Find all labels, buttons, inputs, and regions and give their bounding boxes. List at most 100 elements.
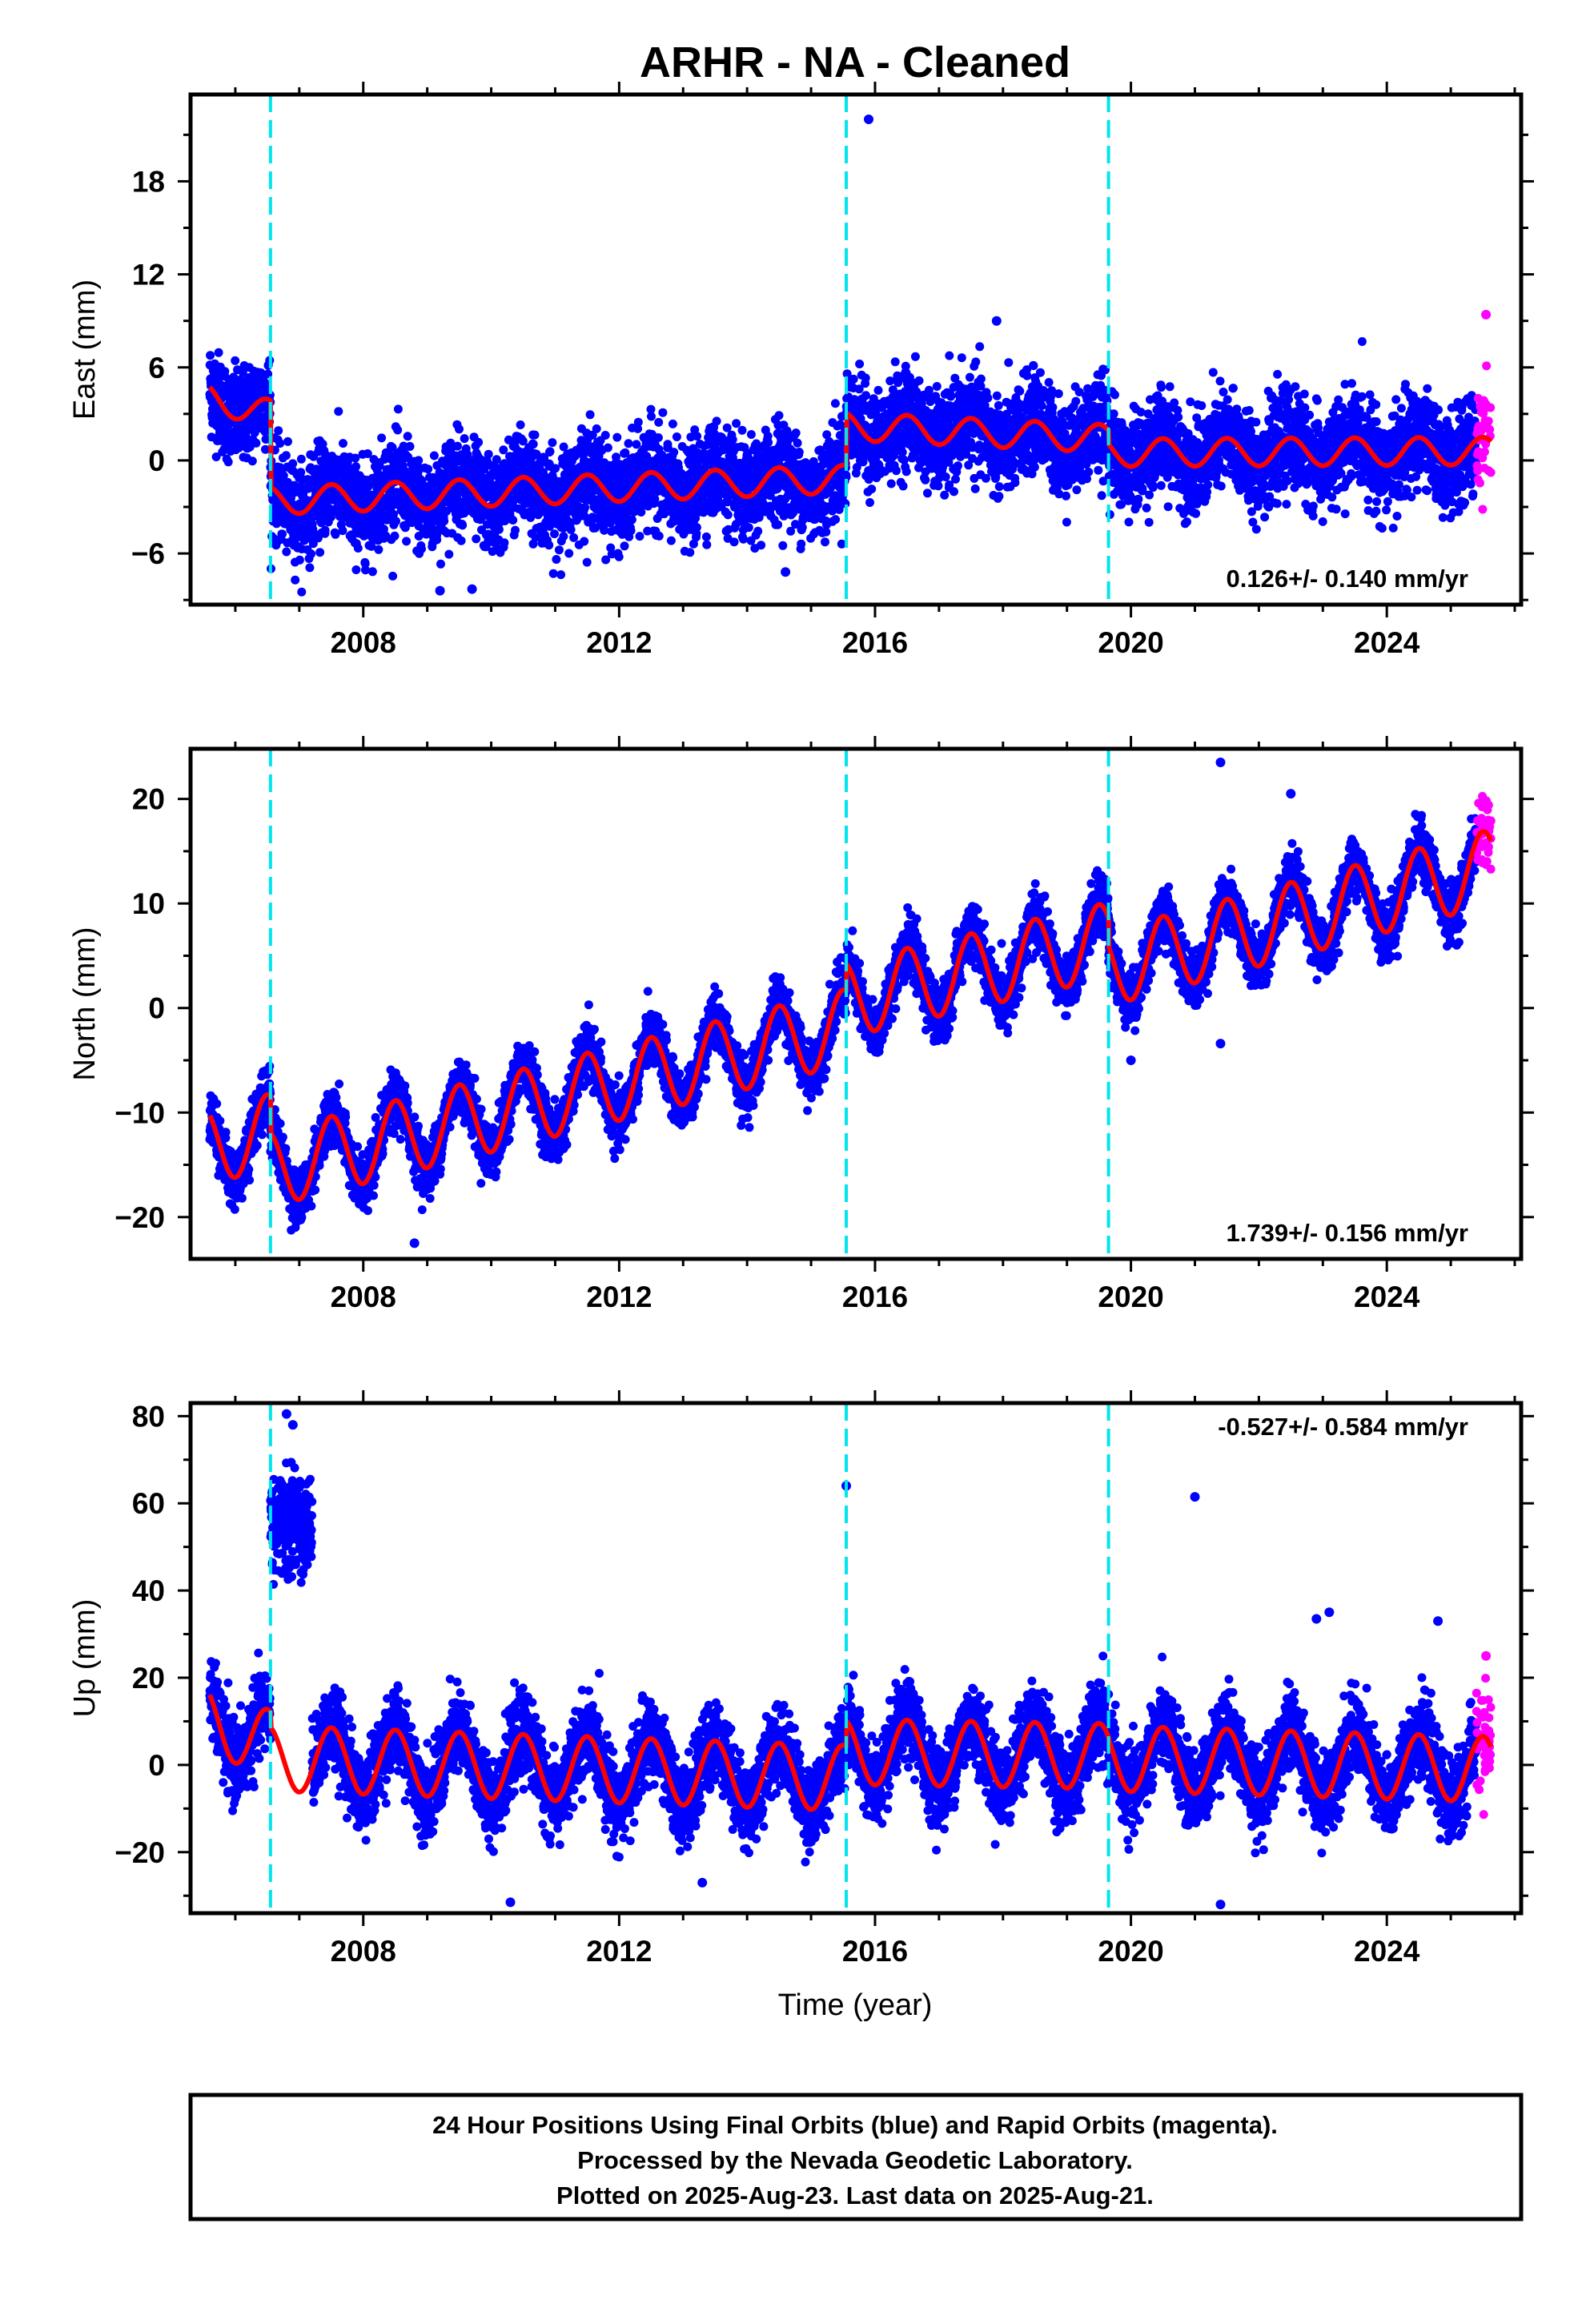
data-point (569, 533, 579, 542)
data-point (274, 426, 283, 436)
data-point (374, 545, 383, 554)
data-point (206, 351, 215, 360)
data-point (865, 498, 874, 507)
data-point (692, 523, 701, 533)
data-point (653, 433, 663, 442)
data-point (377, 433, 387, 443)
data-point (580, 537, 589, 546)
data-point (379, 525, 388, 534)
data-point (424, 464, 433, 474)
data-point (1037, 401, 1046, 411)
data-point (861, 391, 870, 400)
data-point (453, 441, 462, 451)
data-point (559, 532, 568, 541)
data-point (746, 430, 756, 439)
data-point (782, 426, 792, 436)
data-point (278, 529, 287, 539)
data-point (1004, 358, 1014, 368)
data-point (797, 539, 806, 549)
data-point (585, 410, 595, 420)
data-point (484, 449, 493, 459)
data-point (436, 559, 445, 569)
data-point (556, 570, 566, 580)
data-point (456, 536, 466, 545)
data-point (994, 400, 1003, 410)
data-point (511, 525, 520, 535)
data-point (405, 442, 415, 451)
data-point (283, 436, 292, 446)
data-point (389, 509, 398, 519)
data-point (429, 451, 439, 460)
data-point (1029, 361, 1038, 371)
page-title: ARHR - NA - Cleaned (640, 38, 1070, 86)
data-point (774, 411, 784, 420)
data-point (530, 430, 540, 440)
data-point (417, 545, 426, 553)
data-point (353, 544, 363, 553)
data-point (976, 374, 986, 384)
data-point (408, 517, 417, 526)
data-point (627, 515, 636, 525)
data-point (791, 428, 801, 438)
data-point (307, 549, 316, 559)
data-point (994, 482, 1004, 492)
data-point (554, 545, 564, 555)
data-point (914, 376, 924, 385)
data-point (404, 452, 413, 462)
data-point (582, 557, 592, 567)
data-point (516, 420, 525, 429)
data-point (288, 459, 298, 468)
data-point (367, 541, 376, 551)
data-point (672, 432, 681, 441)
data-point (1030, 462, 1039, 472)
data-point (338, 526, 347, 536)
data-point (830, 399, 840, 408)
data-point (282, 547, 291, 557)
data-point (660, 509, 669, 519)
data-point (315, 548, 325, 557)
data-point (403, 432, 412, 441)
data-point (954, 461, 962, 471)
data-point (723, 510, 733, 520)
data-point (1062, 491, 1070, 501)
data-point (654, 417, 664, 427)
data-point (666, 536, 676, 545)
data-point (897, 448, 907, 457)
data-point (339, 439, 347, 448)
data-point (658, 408, 668, 417)
data-point (223, 457, 233, 467)
data-point (474, 437, 484, 447)
data-point (932, 382, 942, 391)
data-point (1071, 396, 1081, 406)
data-point (296, 468, 306, 477)
data-point (744, 523, 753, 533)
data-point (351, 565, 361, 574)
data-point (970, 484, 980, 493)
final-orbit-points (205, 115, 1481, 597)
plot-area (205, 94, 1496, 605)
data-point (951, 474, 960, 484)
data-point (924, 385, 934, 395)
data-point (773, 520, 783, 529)
data-point (251, 438, 261, 448)
data-point (548, 569, 558, 578)
data-point (367, 567, 377, 577)
data-point (849, 374, 858, 384)
data-point (211, 452, 221, 461)
data-point (831, 515, 841, 525)
data-point (940, 490, 950, 500)
data-point (550, 529, 559, 539)
data-point (855, 360, 865, 368)
data-point (309, 512, 318, 521)
data-point (757, 541, 766, 550)
data-point (528, 440, 538, 449)
data-point (975, 342, 985, 352)
data-point (391, 517, 400, 526)
data-point (508, 516, 518, 525)
data-point (794, 448, 804, 456)
data-point (1048, 403, 1058, 412)
data-point (564, 549, 574, 558)
data-point (566, 525, 576, 534)
data-point (910, 352, 920, 361)
